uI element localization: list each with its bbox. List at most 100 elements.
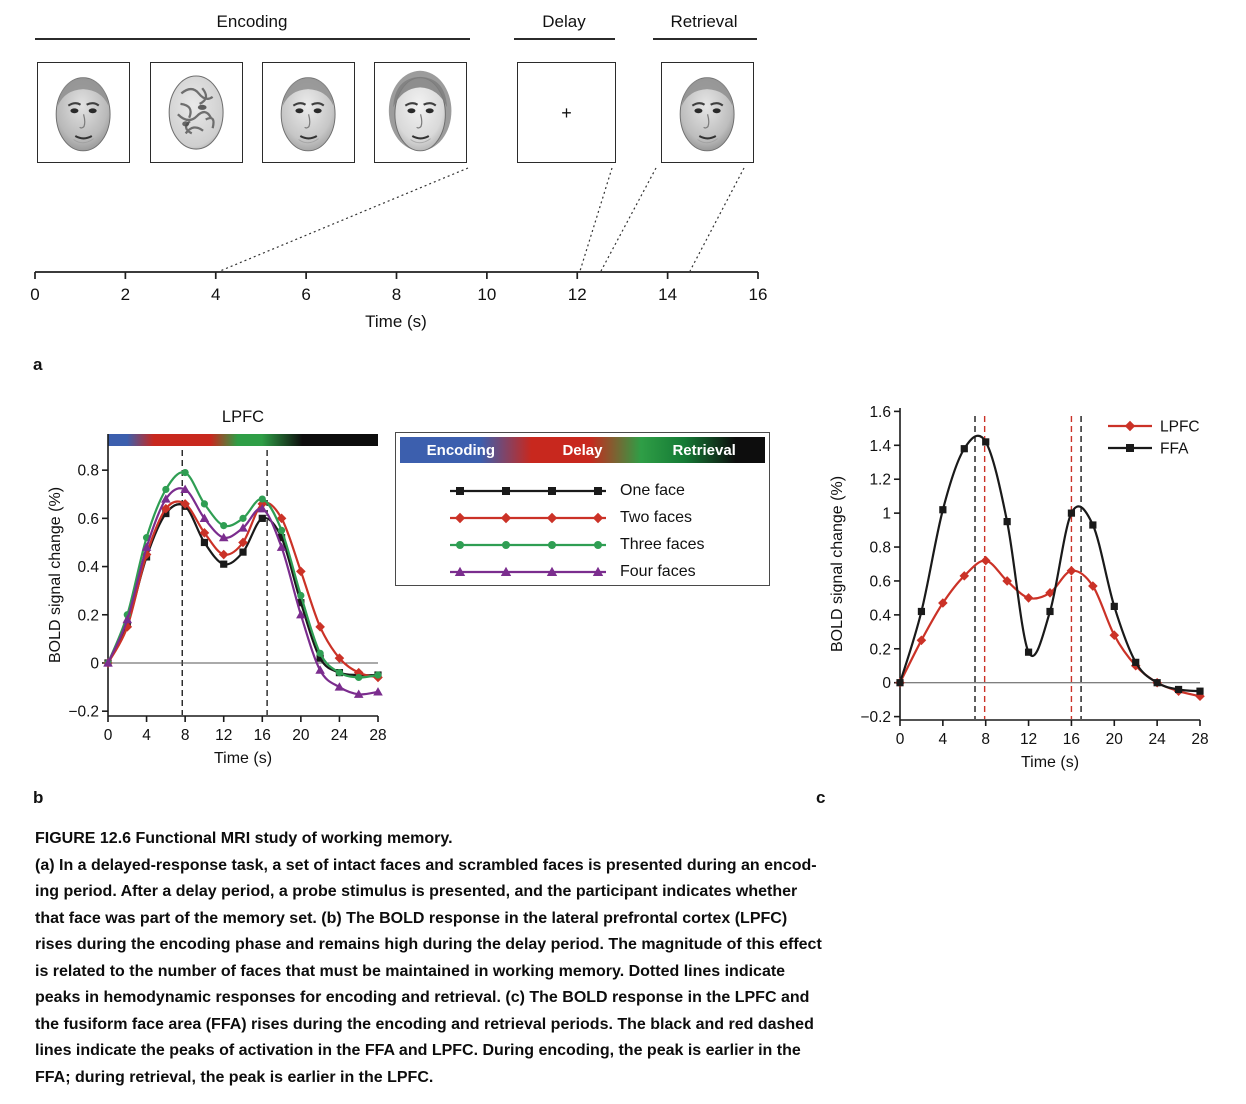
x-tick-label: 28 — [369, 727, 386, 744]
y-tick-label: 0.4 — [77, 559, 99, 576]
x-axis-label: Time (s) — [1021, 754, 1079, 771]
stimulus-mapping-dotted-lines — [219, 167, 745, 272]
scrambled-face-stimulus — [150, 62, 243, 163]
y-tick-label: 0.6 — [869, 573, 891, 590]
legend-entry-two-faces: Two faces — [448, 504, 763, 531]
chart-legend-label: FFA — [1160, 441, 1189, 458]
time-axis-tick-label: 6 — [301, 285, 310, 304]
legend-sample-line — [450, 486, 606, 495]
y-tick-label: −0.2 — [68, 704, 99, 721]
legend-entry-label: Two faces — [620, 508, 693, 526]
y-tick-label: 0.6 — [77, 511, 99, 528]
phase-gradient-bar — [108, 434, 378, 446]
time-axis-tick-label: 12 — [568, 285, 587, 304]
legend-entry-label: Three faces — [620, 535, 705, 553]
chart-title: LPFC — [222, 408, 264, 426]
face-image — [56, 77, 111, 152]
y-axis-label: BOLD signal change (%) — [829, 476, 846, 652]
legend-entry-three-faces: Three faces — [448, 531, 763, 558]
lpfc-ffa-chart: 1.6 1.4 1.2 1 0.8 0.6 0.4 0.2 0 −0.2 0 4 8 12 16 20 24 28… — [829, 404, 1209, 771]
peak-dashed-lines — [974, 416, 1082, 719]
series-four-faces — [103, 484, 383, 698]
face-stimulus-3 — [374, 62, 467, 163]
peak-dashed-lines — [181, 450, 268, 715]
figure-caption: FIGURE 12.6 Functional MRI study of work… — [35, 830, 822, 1086]
phase-label-delay: Delay — [542, 12, 586, 31]
face-image — [389, 70, 452, 152]
panel-label-c: c — [816, 788, 826, 807]
x-tick-label: 28 — [1191, 731, 1208, 748]
y-tick-label: 1.4 — [869, 438, 891, 455]
legend-entry-label: One face — [620, 481, 685, 499]
time-axis-tick-label: 10 — [477, 285, 496, 304]
y-tick-label: 0 — [90, 655, 99, 672]
chart-legend-label: LPFC — [1160, 419, 1200, 436]
y-axis-label: BOLD signal change (%) — [47, 487, 64, 663]
axes — [894, 408, 1201, 726]
x-axis-label: Time (s) — [214, 750, 272, 767]
y-tick-label: 0.2 — [869, 641, 891, 658]
x-tick-label: 24 — [331, 727, 349, 744]
x-tick-label: 24 — [1149, 731, 1167, 748]
y-tick-label: 0.4 — [869, 607, 891, 624]
x-tick-label: 8 — [181, 727, 190, 744]
x-tick-label: 20 — [292, 727, 310, 744]
legend-phase-encoding: Encoding — [426, 441, 495, 459]
legend-sample-line — [450, 566, 606, 576]
timeline-axis-graphic: 0 2 4 6 8 10 12 14 16 — [30, 167, 768, 304]
scrambled-face-image — [169, 75, 224, 150]
phase-gradient-bar: Encoding Delay Retrieval — [400, 437, 765, 463]
x-tick-label: 16 — [1063, 731, 1080, 748]
panel-label-b: b — [33, 788, 44, 807]
time-axis-tick-label: 0 — [30, 285, 39, 304]
legend-sample-line — [450, 512, 606, 523]
legend-entry-one-face: One face — [448, 477, 763, 504]
y-tick-label: 0.2 — [77, 607, 99, 624]
legend-phase-delay: Delay — [562, 441, 603, 459]
x-tick-label: 12 — [215, 727, 232, 744]
probe-face-stimulus — [661, 62, 754, 163]
phase-label-retrieval: Retrieval — [670, 12, 738, 31]
face-stimulus-1 — [37, 62, 130, 163]
time-axis-tick-label: 14 — [658, 285, 677, 304]
x-tick-label: 4 — [142, 727, 151, 744]
x-tick-label: 0 — [896, 731, 905, 748]
axes — [102, 434, 379, 722]
x-tick-label: 4 — [939, 731, 948, 748]
time-axis-tick-label: 16 — [749, 285, 768, 304]
time-axis-tick-label: 2 — [121, 285, 130, 304]
series-ffa — [896, 434, 1204, 695]
x-tick-label: 16 — [254, 727, 271, 744]
series-legend-box: Encoding Delay Retrieval One face Two fac… — [395, 432, 770, 586]
y-tick-label: 1 — [882, 506, 891, 523]
face-stimulus-2 — [262, 62, 355, 163]
x-tick-label: 8 — [981, 731, 990, 748]
x-tick-label: 12 — [1020, 731, 1037, 748]
legend-entries: One face Two faces Three faces Four faces — [448, 477, 763, 585]
y-tick-label: 0.8 — [869, 540, 891, 557]
y-tick-label: 0 — [882, 675, 891, 692]
time-axis-tick-label: 4 — [211, 285, 220, 304]
chart-legend: LPFC FFA — [1108, 419, 1200, 458]
encoding-bracket — [35, 38, 470, 40]
y-tick-label: 1.6 — [869, 404, 891, 421]
face-image — [680, 77, 735, 152]
fixation-box: + — [517, 62, 616, 163]
series-three-faces — [104, 468, 382, 682]
legend-entry-four-faces: Four faces — [448, 558, 763, 585]
legend-entry-label: Four faces — [620, 562, 696, 580]
y-tick-label: 0.8 — [77, 463, 99, 480]
legend-phase-retrieval: Retrieval — [672, 441, 736, 459]
face-image — [281, 77, 336, 152]
retrieval-bracket — [653, 38, 757, 40]
lpfc-chart: 0.8 0.6 0.4 0.2 0 −0.2 0 4 8 12 16 20 24 28 Time (s) BO… — [47, 408, 387, 767]
phase-label-encoding: Encoding — [216, 12, 288, 31]
x-tick-label: 20 — [1106, 731, 1124, 748]
panel-label-a: a — [33, 355, 43, 374]
fixation-cross: + — [561, 102, 572, 123]
legend-sample-line — [450, 540, 606, 549]
time-axis — [34, 271, 759, 279]
timeline-axis-label: Time (s) — [365, 312, 427, 331]
time-axis-tick-label: 8 — [392, 285, 401, 304]
y-tick-label: −0.2 — [860, 709, 891, 726]
